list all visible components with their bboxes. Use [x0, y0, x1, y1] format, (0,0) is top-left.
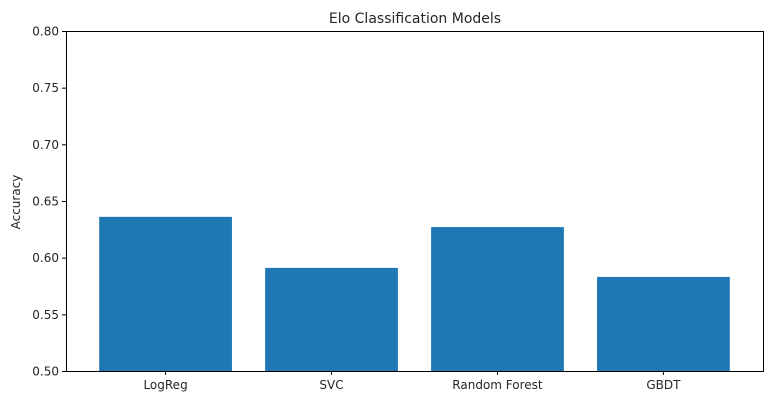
- x-tick-label: SVC: [319, 378, 343, 392]
- x-tick-label: Random Forest: [452, 378, 543, 392]
- y-tick-label: 0.70: [32, 138, 59, 152]
- x-tick-label: GBDT: [646, 378, 681, 392]
- x-axis-ticks: LogReg SVC Random Forest GBDT: [143, 371, 681, 392]
- y-tick-label: 0.60: [32, 251, 59, 265]
- y-tick-label: 0.55: [32, 308, 59, 322]
- bar-gbdt: [597, 276, 730, 371]
- y-axis-label: Accuracy: [9, 175, 23, 230]
- plot-frame: [66, 31, 764, 372]
- bar-random-forest: [431, 227, 564, 371]
- bars: [99, 216, 730, 371]
- chart-title: Elo Classification Models: [329, 11, 501, 27]
- x-tick-label: LogReg: [143, 378, 187, 392]
- y-tick-label: 0.75: [32, 81, 59, 95]
- bar-svc: [265, 267, 398, 371]
- bar-logreg: [99, 216, 232, 371]
- y-tick-label: 0.65: [32, 195, 59, 209]
- y-tick-label: 0.80: [32, 25, 59, 39]
- y-tick-label: 0.50: [32, 365, 59, 379]
- y-axis-ticks: 0.50 0.55 0.60 0.65 0.70 0.75 0.80: [32, 25, 66, 379]
